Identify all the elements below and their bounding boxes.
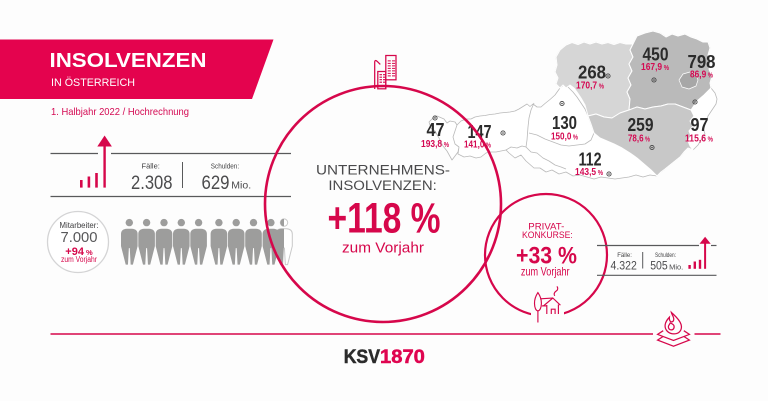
svg-text:143,5 %: 143,5 % (575, 167, 604, 178)
svg-text:130: 130 (552, 113, 577, 133)
svg-text:PRIVAT-: PRIVAT- (528, 221, 564, 232)
svg-text:Fälle:: Fälle: (142, 162, 160, 171)
svg-text:zum Vorjahr: zum Vorjahr (61, 255, 97, 264)
svg-text:7.000: 7.000 (61, 229, 98, 246)
svg-text:4.322: 4.322 (611, 261, 637, 273)
svg-text:INSOLVENZEN: INSOLVENZEN (50, 49, 207, 72)
svg-text:INSOLVENZEN:: INSOLVENZEN: (328, 178, 436, 193)
svg-text:Mio.: Mio. (669, 262, 683, 271)
svg-text:+94 %: +94 % (65, 246, 93, 258)
svg-text:KONKURSE:: KONKURSE: (522, 230, 573, 241)
svg-text:268: 268 (578, 63, 606, 83)
svg-text:112: 112 (579, 150, 602, 170)
svg-text:170,7 %: 170,7 % (576, 81, 605, 92)
svg-text:+118 %: +118 % (328, 194, 441, 242)
svg-text:86,9 %: 86,9 % (690, 70, 714, 81)
svg-text:78,6 %: 78,6 % (628, 134, 651, 145)
svg-text:97: 97 (691, 115, 709, 135)
svg-text:UNTERNEHMENS-: UNTERNEHMENS- (316, 163, 450, 178)
svg-text:505: 505 (650, 261, 668, 273)
svg-text:629: 629 (202, 173, 230, 194)
svg-text:Fälle:: Fälle: (617, 253, 632, 259)
svg-text:798: 798 (688, 52, 716, 72)
svg-text:KSV: KSV (344, 347, 381, 368)
svg-text:2.308: 2.308 (131, 173, 173, 194)
svg-text:1870: 1870 (380, 347, 425, 368)
svg-text:Schulden:: Schulden: (211, 162, 239, 171)
svg-text:IN ÖSTERREICH: IN ÖSTERREICH (51, 77, 135, 89)
svg-text:zum Vorjahr: zum Vorjahr (521, 265, 570, 279)
svg-text:+33 %: +33 % (516, 242, 577, 269)
svg-text:115,6 %: 115,6 % (685, 134, 714, 145)
svg-text:141,0 %: 141,0 % (464, 140, 492, 151)
svg-text:167,9 %: 167,9 % (641, 62, 670, 73)
svg-text:Schulden:: Schulden: (655, 253, 676, 259)
svg-text:1. Halbjahr 2022 / Hochrechnun: 1. Halbjahr 2022 / Hochrechnung (51, 106, 189, 118)
svg-text:Mitarbeiter:: Mitarbeiter: (60, 221, 99, 230)
svg-text:259: 259 (628, 115, 654, 135)
svg-text:193,8 %: 193,8 % (421, 139, 450, 150)
svg-text:47: 47 (427, 120, 445, 140)
svg-text:zum Vorjahr: zum Vorjahr (342, 241, 424, 257)
svg-text:450: 450 (643, 45, 669, 65)
svg-text:150,0 %: 150,0 % (551, 132, 579, 143)
svg-text:Mio.: Mio. (231, 180, 251, 192)
